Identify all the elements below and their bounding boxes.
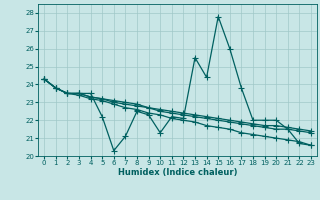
X-axis label: Humidex (Indice chaleur): Humidex (Indice chaleur) bbox=[118, 168, 237, 177]
